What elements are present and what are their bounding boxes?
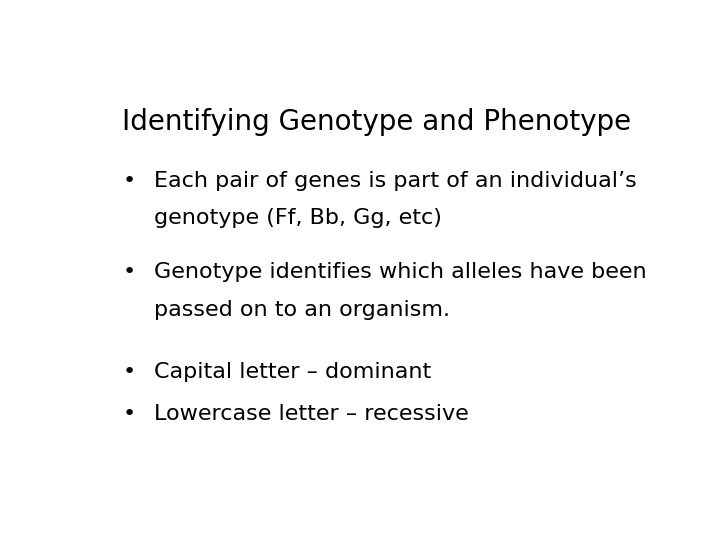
- Text: Lowercase letter – recessive: Lowercase letter – recessive: [154, 404, 469, 424]
- Text: •: •: [122, 362, 135, 382]
- Text: Each pair of genes is part of an individual’s: Each pair of genes is part of an individ…: [154, 171, 637, 191]
- Text: •: •: [122, 404, 135, 424]
- Text: passed on to an organism.: passed on to an organism.: [154, 300, 450, 320]
- Text: Genotype identifies which alleles have been: Genotype identifies which alleles have b…: [154, 262, 647, 282]
- Text: genotype (Ff, Bb, Gg, etc): genotype (Ff, Bb, Gg, etc): [154, 208, 442, 228]
- Text: •: •: [122, 171, 135, 191]
- Text: Identifying Genotype and Phenotype: Identifying Genotype and Phenotype: [122, 109, 631, 137]
- Text: Capital letter – dominant: Capital letter – dominant: [154, 362, 431, 382]
- Text: •: •: [122, 262, 135, 282]
